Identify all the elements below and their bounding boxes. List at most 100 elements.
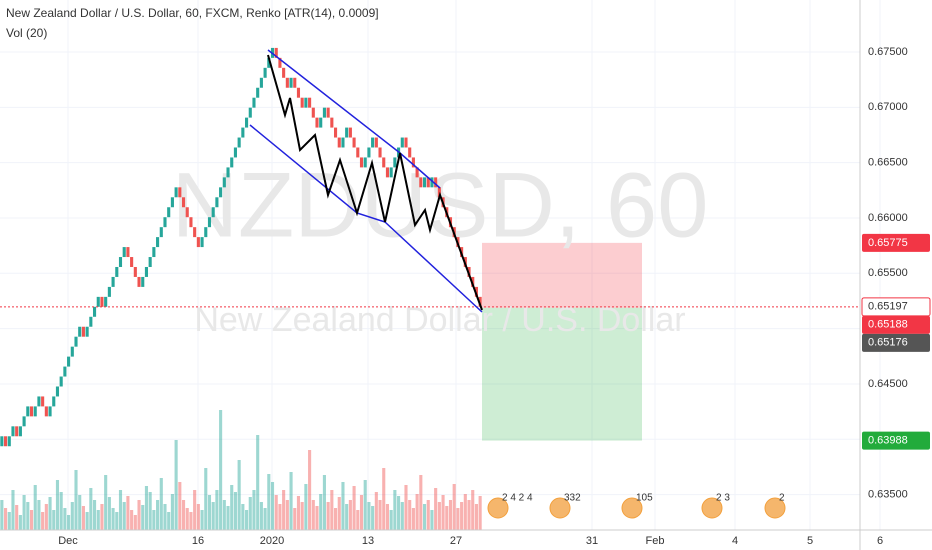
renko-brick xyxy=(52,396,56,407)
volume-bar xyxy=(267,474,271,530)
volume-bar xyxy=(152,510,156,530)
renko-brick xyxy=(404,137,408,148)
event-label: 2 4 2 4 xyxy=(502,493,533,504)
price-label-bg xyxy=(862,333,930,352)
renko-brick xyxy=(18,426,22,437)
volume-bar xyxy=(18,515,22,530)
volume-bar xyxy=(256,435,260,530)
renko-brick xyxy=(41,396,45,407)
renko-brick xyxy=(137,276,141,287)
volume-bar xyxy=(233,492,237,530)
volume-bar xyxy=(100,504,104,530)
volume-bar xyxy=(4,508,8,530)
renko-brick xyxy=(315,117,319,128)
renko-brick xyxy=(333,127,338,138)
renko-brick xyxy=(230,157,234,168)
renko-brick xyxy=(434,177,438,188)
renko-brick xyxy=(311,107,315,118)
renko-brick xyxy=(326,107,330,118)
price-label: 0.63988 xyxy=(868,435,908,447)
volume-bar xyxy=(37,500,41,530)
volume-bar xyxy=(241,504,245,530)
stop-zone xyxy=(482,242,642,308)
volume-bar xyxy=(341,482,345,530)
renko-brick xyxy=(296,87,301,98)
volume-bar xyxy=(348,500,352,530)
renko-brick xyxy=(133,266,137,277)
volume-bar xyxy=(193,490,197,530)
price-label-bg xyxy=(862,431,930,450)
renko-brick xyxy=(189,217,193,228)
renko-brick xyxy=(226,167,230,178)
volume-bar xyxy=(274,495,278,530)
renko-brick xyxy=(167,207,171,218)
volume-bar xyxy=(278,504,282,530)
renko-brick xyxy=(389,167,393,178)
renko-brick xyxy=(141,276,145,287)
renko-brick xyxy=(89,316,93,327)
renko-brick xyxy=(181,197,186,208)
renko-brick xyxy=(118,257,123,267)
volume-bar xyxy=(356,510,360,530)
volume-bar xyxy=(426,500,430,530)
volume-bar xyxy=(434,488,438,530)
volume-bar xyxy=(456,508,460,530)
volume-bar xyxy=(22,495,26,530)
event-label: 2 3 xyxy=(716,493,730,504)
volume-bar xyxy=(270,482,275,530)
x-tick-label: 2020 xyxy=(260,535,284,547)
renko-brick xyxy=(107,286,111,297)
volume-bar xyxy=(385,504,390,530)
renko-brick xyxy=(81,326,85,337)
renko-brick xyxy=(322,107,326,118)
volume-bar xyxy=(363,480,367,530)
volume-bar xyxy=(96,510,100,530)
volume-bar xyxy=(330,490,334,530)
renko-brick xyxy=(96,296,100,307)
renko-brick xyxy=(237,137,241,148)
renko-brick xyxy=(341,137,345,148)
volume-bar xyxy=(222,500,226,530)
volume-bar xyxy=(245,510,249,530)
renko-brick xyxy=(204,227,208,238)
volume-bar xyxy=(115,512,119,530)
renko-brick xyxy=(144,266,149,277)
volume-bar xyxy=(204,468,208,530)
price-label-bg xyxy=(862,233,930,252)
renko-brick xyxy=(55,386,60,397)
renko-brick xyxy=(352,137,356,148)
volume-bar xyxy=(11,490,15,530)
renko-brick xyxy=(74,336,78,347)
channel-lower xyxy=(249,124,483,313)
volume-bar xyxy=(226,506,230,530)
volume-bar xyxy=(430,510,434,530)
volume-bar xyxy=(207,495,212,530)
volume-bar xyxy=(333,508,338,530)
event-icon xyxy=(764,497,786,519)
renko-brick xyxy=(152,247,156,258)
volume-bar xyxy=(326,502,330,530)
renko-brick xyxy=(130,257,134,267)
volume-bar xyxy=(55,480,60,530)
volume-bar xyxy=(230,485,234,530)
renko-brick xyxy=(222,177,226,188)
x-tick-label: 13 xyxy=(362,535,374,547)
volume-bar xyxy=(219,410,223,530)
y-tick-label: 0.65500 xyxy=(868,267,908,279)
volume-bar xyxy=(352,486,356,530)
renko-brick xyxy=(170,197,174,208)
renko-brick xyxy=(196,237,200,248)
volume-bar xyxy=(478,496,482,530)
renko-brick xyxy=(33,406,37,417)
renko-brick xyxy=(126,247,130,258)
volume-bar xyxy=(285,500,289,530)
volume-bar xyxy=(378,500,382,530)
volume-bar xyxy=(104,475,108,530)
renko-brick xyxy=(408,147,412,158)
volume-bar xyxy=(308,450,312,530)
renko-brick xyxy=(44,406,48,417)
renko-brick xyxy=(233,147,237,158)
volume-bar xyxy=(322,475,326,530)
renko-brick xyxy=(363,157,367,168)
